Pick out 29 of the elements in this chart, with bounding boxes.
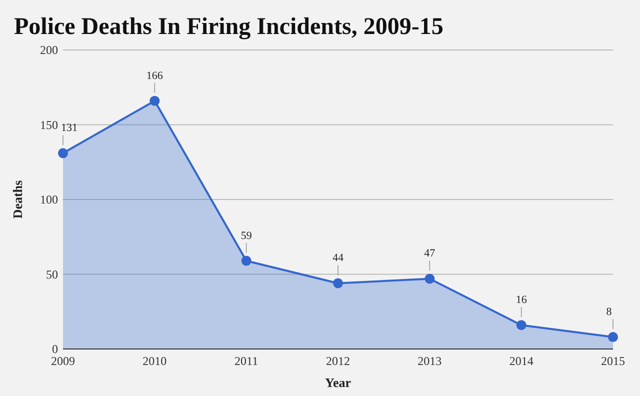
data-label: 166 [146,70,164,82]
y-tick-label: 150 [40,118,58,132]
y-tick-label: 100 [40,192,58,206]
point [608,332,618,342]
y-tick-label: 0 [52,342,58,356]
x-tick-label: 2009 [51,354,75,368]
point [58,148,68,158]
y-tick-label: 200 [40,43,58,57]
data-label: 47 [424,248,436,260]
point [424,274,435,284]
point [516,320,526,330]
x-tick-label: 2011 [234,354,258,368]
data-label: 16 [516,294,528,306]
y-tick-label: 50 [46,267,58,282]
data-label: 59 [240,230,252,242]
x-axis-title: Year [325,375,352,390]
data-label: 8 [606,306,612,318]
x-tick-label: 2013 [418,354,442,368]
point [333,278,343,288]
data-label: 131 [61,122,78,134]
point [241,256,252,266]
x-tick-label: 2012 [326,354,350,368]
data-label: 44 [332,252,344,264]
chart-title: Police Deaths In Firing Incidents, 2009-15 [14,14,444,40]
x-tick-label: 2015 [601,354,625,368]
point [150,96,160,106]
x-tick-label: 2014 [509,354,534,368]
x-tick-label: 2010 [142,354,167,368]
y-axis-title: Deaths [10,180,25,219]
